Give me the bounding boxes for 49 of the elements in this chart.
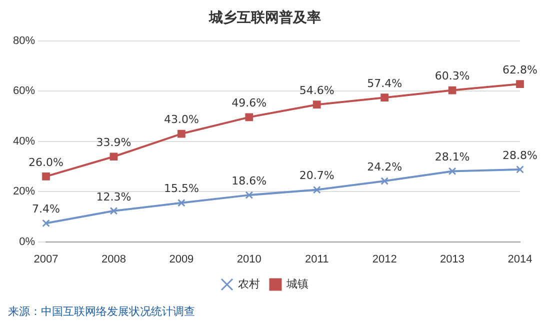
data-label: 28.8% xyxy=(502,148,538,162)
data-label: 43.0% xyxy=(164,113,199,126)
data-label: 57.4% xyxy=(367,76,402,90)
x-tick-label: 2012 xyxy=(372,253,397,266)
point xyxy=(178,130,186,138)
point xyxy=(178,198,186,207)
point xyxy=(245,191,254,199)
source-note: 来源：中国互联网络发展状况统计调查 xyxy=(8,304,195,319)
legend-label: 农村 xyxy=(238,278,260,291)
point xyxy=(380,177,389,185)
point xyxy=(312,100,321,109)
legend-label: 城镇 xyxy=(286,278,308,291)
point xyxy=(245,113,254,122)
data-label: 20.7% xyxy=(299,169,334,182)
data-label: 49.6% xyxy=(232,96,267,110)
data-label: 18.6% xyxy=(232,174,267,188)
point xyxy=(448,86,456,94)
chart-title: 城乡互联网普及率 xyxy=(208,9,321,26)
data-label: 26.0% xyxy=(28,156,64,169)
data-label: 33.9% xyxy=(96,136,132,149)
point xyxy=(380,94,389,102)
x-tick-label: 2009 xyxy=(169,253,194,266)
point xyxy=(42,219,50,228)
x-tick-label: 2013 xyxy=(440,253,465,266)
x-tick-label: 2008 xyxy=(101,253,126,266)
point xyxy=(110,206,118,215)
data-label: 7.4% xyxy=(32,202,60,216)
point xyxy=(42,172,50,180)
point xyxy=(448,167,456,176)
y-tick-label: 0% xyxy=(19,236,36,248)
data-label: 54.6% xyxy=(299,84,334,97)
y-tick-label: 60% xyxy=(12,85,36,98)
y-tick-label: 80% xyxy=(12,34,36,47)
point xyxy=(110,152,118,161)
x-tick-label: 2014 xyxy=(508,253,532,266)
x-tick-label: 2010 xyxy=(236,253,262,266)
data-label: 62.8% xyxy=(502,63,538,76)
data-label: 60.3% xyxy=(434,70,470,83)
point xyxy=(312,186,321,194)
data-label: 12.3% xyxy=(96,190,132,204)
point xyxy=(516,80,524,88)
y-tick-label: 20% xyxy=(12,186,36,198)
data-label: 15.5% xyxy=(164,182,199,196)
x-tick-label: 2007 xyxy=(34,253,58,266)
data-label: 24.2% xyxy=(367,160,402,174)
point xyxy=(516,166,524,174)
data-label: 28.1% xyxy=(434,150,470,164)
x-tick-label: 2011 xyxy=(305,253,329,266)
y-tick-label: 40% xyxy=(12,135,36,148)
